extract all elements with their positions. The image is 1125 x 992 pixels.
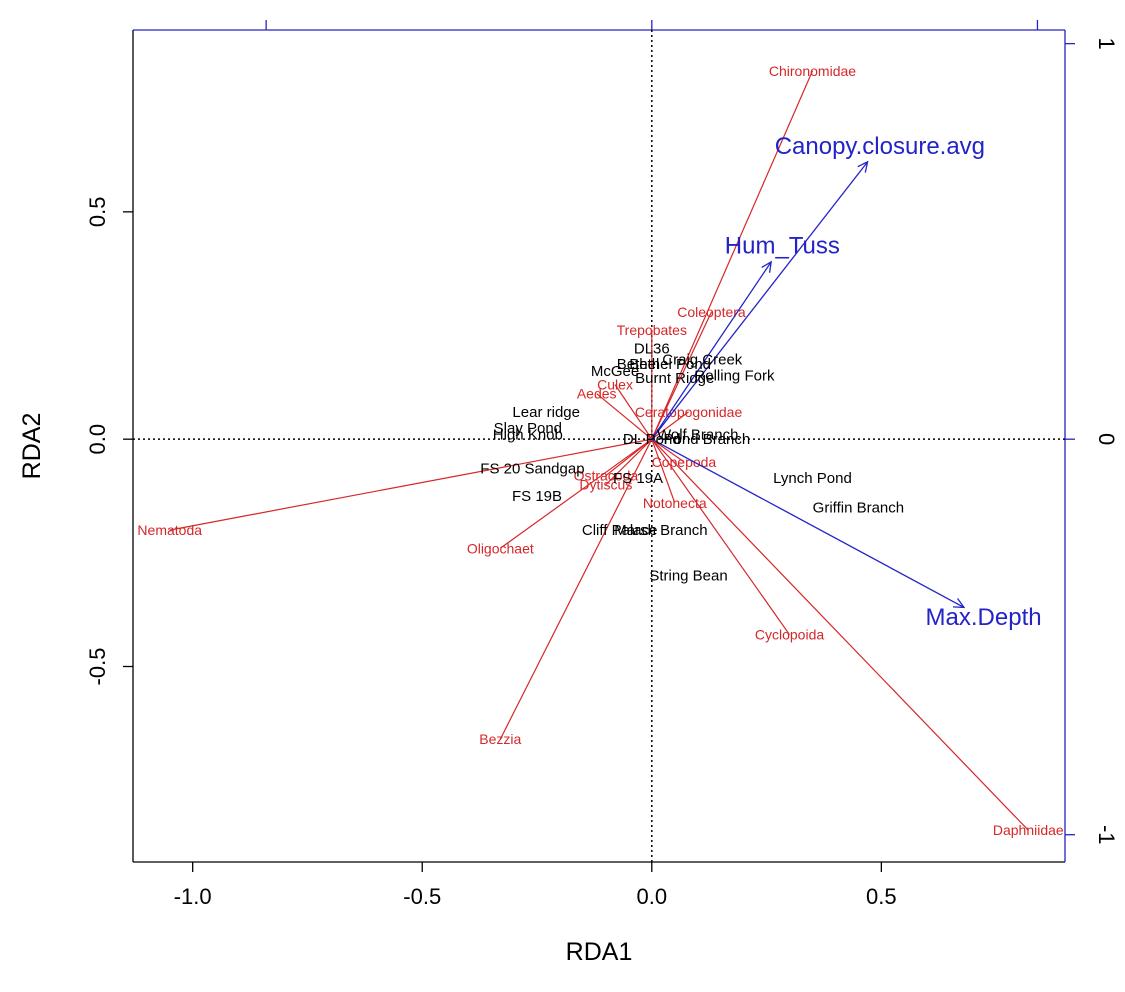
x-tick-label: -0.5 xyxy=(403,884,441,909)
species-arrow-aedes xyxy=(596,393,653,440)
env-arrow-max-depth xyxy=(651,438,965,608)
species-arrow-dytiscus xyxy=(605,438,653,486)
species-arrow-ostracoda xyxy=(605,438,653,477)
species-arrow-oligochaet xyxy=(499,438,653,549)
env-arrowhead-canopy-closure-avg xyxy=(857,160,869,173)
y-tick-label: 0.5 xyxy=(85,197,110,228)
env-arrowhead-hum-tuss xyxy=(761,260,773,273)
species-arrow-copepoda xyxy=(651,438,685,463)
environment-arrows: Canopy.closure.avg Hum_Tuss Max.Depth xyxy=(651,133,1042,631)
site-label-wolf-branch: Wolf Branch xyxy=(657,427,738,444)
reference-lines xyxy=(133,30,1065,862)
species-label-bezzia: Bezzia xyxy=(479,731,521,747)
species-label-culex: Culex xyxy=(597,377,633,393)
species-label-chironomidae: Chironomidae xyxy=(769,63,856,79)
species-arrow-culex xyxy=(614,384,653,440)
species-arrow-cyclopoida xyxy=(651,438,791,636)
x-tick-label: 0.5 xyxy=(866,884,897,909)
site-label-burnt-ridge: Burnt Ridge xyxy=(635,370,714,387)
site-label-lynch-pond: Lynch Pond xyxy=(773,470,852,487)
species-arrow-bezzia xyxy=(499,438,653,740)
species-label-daphniidae: Daphniidae xyxy=(993,822,1064,838)
species-label-ostracoda: Ostracoda xyxy=(574,468,639,484)
species-label-cyclopoida: Cyclopoida xyxy=(755,627,824,643)
env-label-hum-tuss: Hum_Tuss xyxy=(725,232,840,259)
env-label-max-depth: Max.Depth xyxy=(926,604,1042,631)
species-arrow-daphniidae xyxy=(651,438,1029,831)
site-label-bethel-pond: Bethel Pond xyxy=(629,356,711,373)
site-label-dl-pond: DL Pond xyxy=(623,431,681,448)
env-arrow-hum-tuss xyxy=(651,261,772,440)
species-label-nematoda: Nematoda xyxy=(137,522,202,538)
species-label-ceratopogonidae: Ceratopogonidae xyxy=(635,404,743,420)
species-label-trepobates: Trepobates xyxy=(617,322,687,338)
right-tick-label: -1 xyxy=(1094,825,1119,845)
site-label-bethel: Bethel xyxy=(617,356,660,373)
species-arrow-ceratopogonidae xyxy=(651,411,689,440)
site-label-string-bean: String Bean xyxy=(649,568,727,585)
site-label-marsh-branch: Marsh Branch xyxy=(614,522,707,539)
site-label-mcgee: McGee xyxy=(591,363,639,380)
site-label-slay-pond: Slay Pond xyxy=(494,420,562,437)
site-label-griffin-branch: Griffin Branch xyxy=(813,499,904,516)
species-arrow-notonecta xyxy=(651,438,676,504)
plot-frame-group xyxy=(132,29,1066,863)
species-arrow-coleoptera xyxy=(651,311,713,440)
site-label-craig-creek: Craig Creek xyxy=(662,352,743,369)
site-label-lear-ridge: Lear ridge xyxy=(512,404,580,421)
env-arrow-canopy-closure-avg xyxy=(651,161,869,440)
species-arrow-chironomidae xyxy=(651,70,814,440)
y-axis-title: RDA2 xyxy=(18,413,46,480)
x-tick-label: 0.0 xyxy=(637,884,668,909)
species-label-oligochaet: Oligochaet xyxy=(467,540,534,556)
right-tick-label: 0 xyxy=(1094,433,1119,445)
species-arrows: Chironomidae Coleoptera Trepobates AedesCul… xyxy=(137,63,1063,838)
site-label-fs-19a: FS 19A xyxy=(613,470,663,487)
x-axis-title: RDA1 xyxy=(566,938,633,966)
species-arrow-nematoda xyxy=(169,438,652,531)
env-label-canopy-closure-avg: Canopy.closure.avg xyxy=(775,133,985,160)
site-label-fs-20-sandgap: FS 20 Sandgap xyxy=(480,461,584,478)
species-label-coleoptera: Coleoptera xyxy=(677,304,746,320)
species-label-dytiscus: Dytiscus xyxy=(579,477,632,493)
y-tick-label: 0.0 xyxy=(85,424,110,455)
species-label-notonecta: Notonecta xyxy=(643,495,707,511)
site-label-rolling-fork: Rolling Fork xyxy=(694,368,775,385)
species-label-aedes: Aedes xyxy=(577,386,617,402)
axes: -1.0 -0.5 0.0 0.5 -0.5 0.0 0.5 -1 0 1 xyxy=(85,20,1119,909)
x-tick-label: -1.0 xyxy=(174,884,212,909)
site-label-high-knob: High Knob xyxy=(493,427,563,444)
site-label-dl36: DL36 xyxy=(634,340,670,357)
env-arrowhead-max-depth xyxy=(952,598,966,609)
site-label-pond-branch: Pond Branch xyxy=(664,431,751,448)
site-label-fs-19b: FS 19B xyxy=(512,488,562,505)
right-tick-label: 1 xyxy=(1094,38,1119,50)
y-tick-label: -0.5 xyxy=(85,648,110,686)
site-label-cliff-palace: Cliff Palace xyxy=(582,522,658,539)
